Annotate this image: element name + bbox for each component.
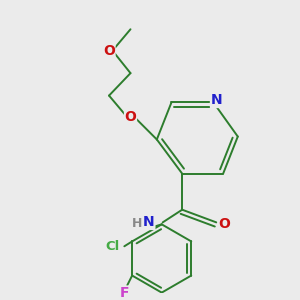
Text: O: O: [124, 110, 136, 124]
Text: O: O: [218, 217, 230, 231]
Text: H: H: [132, 217, 142, 230]
Text: F: F: [120, 286, 129, 300]
Text: O: O: [103, 44, 115, 58]
Text: N: N: [211, 94, 222, 107]
Text: N: N: [143, 215, 155, 230]
Text: Cl: Cl: [106, 240, 120, 253]
